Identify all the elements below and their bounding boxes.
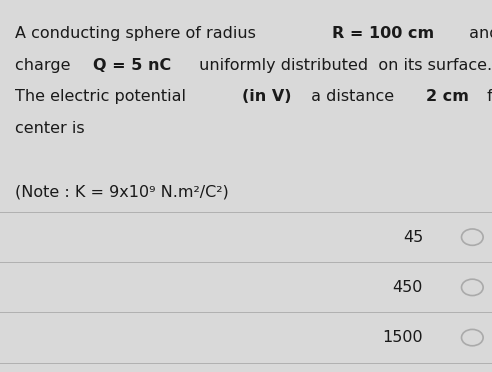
- Text: 45: 45: [403, 230, 423, 245]
- Text: A conducting sphere of radius: A conducting sphere of radius: [15, 26, 261, 41]
- Text: (Note : K = 9x10⁹ N.m²/C²): (Note : K = 9x10⁹ N.m²/C²): [15, 184, 228, 199]
- Text: charge: charge: [15, 58, 75, 73]
- Text: R = 100 cm: R = 100 cm: [332, 26, 434, 41]
- Text: center is: center is: [15, 121, 85, 136]
- Text: The electric potential: The electric potential: [15, 89, 191, 104]
- Text: from its: from its: [482, 89, 492, 104]
- Text: 450: 450: [393, 280, 423, 295]
- Text: uniformly distributed  on its surface.: uniformly distributed on its surface.: [194, 58, 492, 73]
- Text: and has a: and has a: [464, 26, 492, 41]
- Text: a distance: a distance: [306, 89, 399, 104]
- Text: 1500: 1500: [382, 330, 423, 345]
- Text: Q = 5 nC: Q = 5 nC: [93, 58, 171, 73]
- Text: 2 cm: 2 cm: [426, 89, 469, 104]
- Text: (in V): (in V): [242, 89, 292, 104]
